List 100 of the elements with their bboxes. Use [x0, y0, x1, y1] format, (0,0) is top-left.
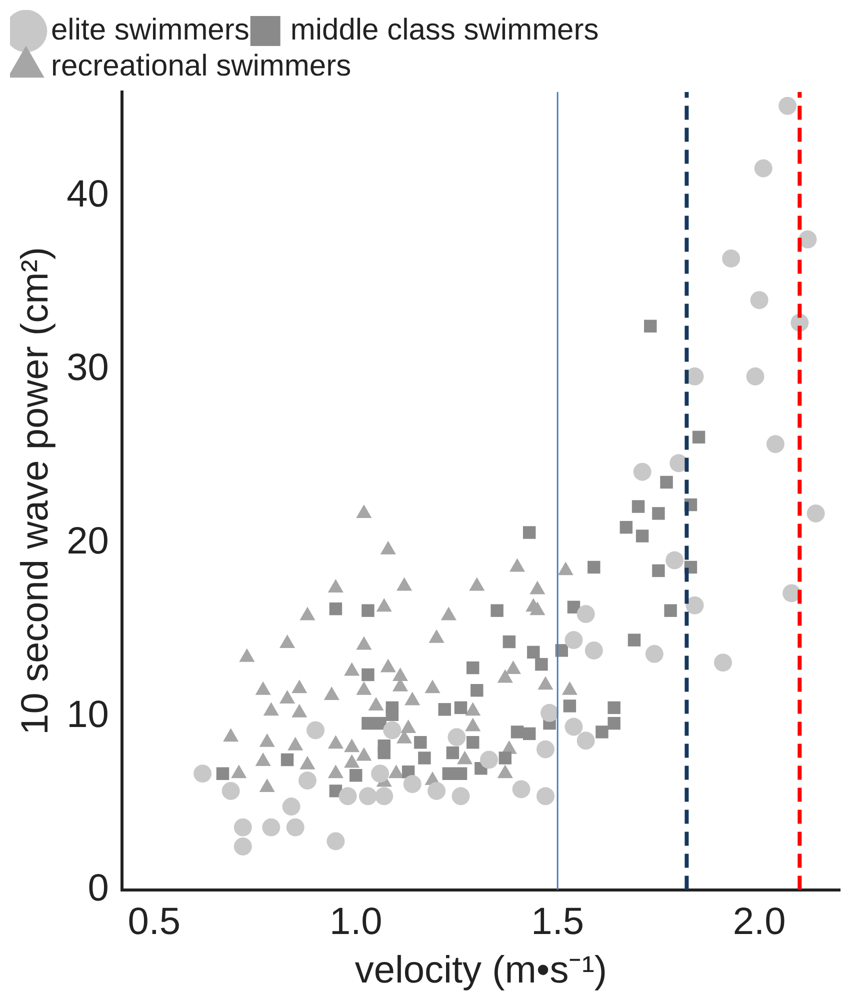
- point: [806, 504, 825, 522]
- point: [403, 775, 422, 794]
- y-tick-label: 10: [66, 694, 109, 736]
- point: [686, 596, 704, 614]
- point: [564, 631, 583, 650]
- point: [644, 320, 657, 332]
- point: [358, 787, 377, 806]
- point: [350, 768, 362, 782]
- point: [282, 798, 300, 816]
- legend-label: middle class swimmers: [290, 13, 599, 46]
- point: [563, 700, 576, 712]
- point: [454, 767, 468, 780]
- point: [766, 435, 784, 454]
- point: [375, 787, 394, 806]
- point: [306, 721, 325, 740]
- point: [608, 716, 620, 730]
- point: [567, 600, 580, 614]
- point: [750, 291, 768, 310]
- point: [608, 701, 620, 714]
- point: [746, 367, 764, 386]
- point: [536, 787, 554, 806]
- point: [371, 764, 390, 783]
- point: [522, 727, 536, 740]
- point: [280, 753, 294, 766]
- point: [466, 661, 480, 674]
- point: [262, 818, 280, 836]
- point: [386, 708, 399, 721]
- point: [564, 718, 583, 736]
- point: [502, 635, 516, 648]
- point: [722, 250, 740, 268]
- point: [660, 476, 673, 489]
- point: [632, 500, 645, 513]
- y-tick-label: 40: [66, 174, 109, 216]
- point: [234, 818, 252, 836]
- point: [576, 732, 595, 750]
- x-axis-title: velocity (m•s⁻¹): [354, 950, 608, 992]
- point: [512, 780, 530, 798]
- point: [338, 787, 357, 806]
- point: [326, 832, 345, 850]
- point: [652, 564, 665, 578]
- point: [329, 602, 342, 616]
- point: [628, 634, 641, 646]
- point: [664, 604, 677, 617]
- point: [645, 644, 664, 663]
- point: [222, 782, 240, 800]
- point: [194, 764, 212, 783]
- point: [584, 641, 603, 660]
- y-tick-label: 20: [66, 520, 109, 562]
- point: [596, 726, 608, 738]
- point: [666, 551, 684, 570]
- point: [286, 818, 304, 836]
- point: [540, 704, 559, 722]
- point: [298, 772, 316, 790]
- point: [692, 430, 706, 444]
- y-tick-label: 0: [88, 867, 109, 910]
- point: [636, 530, 649, 542]
- legend-label: recreational swimmers: [51, 49, 352, 82]
- point: [576, 605, 595, 624]
- point: [414, 736, 427, 749]
- point: [480, 750, 498, 769]
- point: [448, 728, 466, 746]
- point: [383, 721, 402, 740]
- point: [782, 584, 801, 602]
- point: [452, 787, 470, 806]
- x-tick-label: 0.5: [128, 901, 181, 944]
- point: [798, 230, 817, 248]
- x-tick-label: 1.5: [531, 901, 584, 944]
- point: [620, 520, 633, 534]
- point: [536, 740, 554, 758]
- point: [446, 746, 460, 760]
- point: [633, 462, 652, 481]
- point: [466, 736, 480, 749]
- point: [652, 507, 665, 520]
- point: [438, 703, 451, 716]
- x-tick-label: 2.0: [732, 901, 786, 944]
- point: [454, 701, 468, 714]
- point: [428, 782, 446, 800]
- point: [778, 96, 797, 115]
- point: [510, 726, 524, 738]
- y-axis-title: 10 second wave power (cm²): [14, 246, 56, 735]
- point: [362, 668, 374, 682]
- legend-label: elite swimmers: [51, 13, 250, 46]
- point: [418, 752, 431, 764]
- point: [754, 159, 772, 178]
- point: [535, 658, 548, 671]
- point: [442, 767, 456, 780]
- point: [362, 716, 374, 730]
- point: [527, 646, 540, 659]
- point: [234, 837, 252, 856]
- point: [470, 684, 484, 697]
- point: [362, 604, 374, 617]
- point: [522, 526, 536, 539]
- point: [588, 560, 600, 574]
- point: [374, 716, 386, 730]
- point: [378, 746, 390, 760]
- point: [714, 654, 732, 672]
- point: [498, 752, 512, 764]
- y-tick-label: 30: [66, 346, 109, 389]
- point: [490, 604, 504, 617]
- point: [216, 767, 230, 780]
